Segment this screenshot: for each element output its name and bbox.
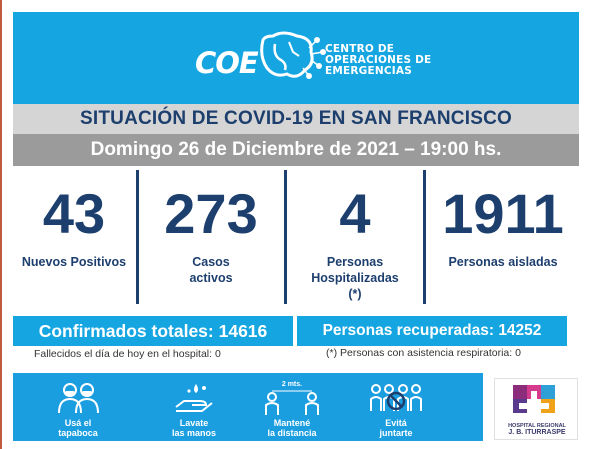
date-bar: Domingo 26 de Diciembre de 2021 – 19:00 … [13,134,579,166]
hospital-cross-icon [513,385,555,419]
page-title: SITUACIÓN DE COVID-19 EN SAN FRANCISCO [80,108,512,129]
brand-long-line-2: OPERACIONES DE [325,54,432,66]
brand-long: CENTRO DE OPERACIONES DE EMERGENCIAS [325,44,431,77]
tip-line: las manos [171,428,217,438]
report-date: Domingo 26 de Diciembre de 2021 – 19:00 … [90,139,502,160]
stat-label: Personas aisladas [427,254,579,270]
distance-icon [265,390,319,415]
stat-value: 1911 [442,182,564,245]
stat-label-line: (*) [348,287,362,301]
confirmed-total: Confirmados totales: 14616 [38,320,268,341]
tip-line: la distancia [267,428,317,438]
hospital-name: HOSPITAL REGIONAL J. B. ITURRASPE [495,423,579,437]
deaths-note: Fallecidos el día de hoy en el hospital:… [34,348,221,360]
stat-value: 273 [164,182,258,245]
respiratory-note: (*) Personas con asistencia respiratoria… [326,347,521,359]
stat-label: Casos activos [141,254,281,286]
stats-panel: 43 Nuevos Positivos 273 Casos activos 4 … [13,170,579,312]
tip-line: Mantené [273,418,311,428]
stat-isolated: 1911 Personas aisladas [427,170,579,312]
brand-short: COE [195,46,259,80]
tip-text: Usá el tapaboca [33,418,123,438]
divider [136,170,139,304]
tip-handwash: Lavate las manos [149,381,239,438]
recovered-total-badge: Personas recuperadas: 14252 [297,316,567,346]
hospital-name-line: HOSPITAL REGIONAL [508,423,566,429]
tip-line: juntarte [379,428,413,438]
tip-text: Lavate las manos [149,418,239,438]
tip-line: Usá el [64,418,92,428]
stat-label-line: Nuevos Positivos [21,255,127,269]
hand-wash-icon [175,384,213,412]
stat-label-line: Personas [326,255,384,269]
hospital-name-line: J. B. ITURRASPE [508,429,566,436]
stat-hospitalized: 4 Personas Hospitalizadas (*) [289,170,421,312]
stat-new-positives: 43 Nuevos Positivos [13,170,135,312]
tip-line: tapaboca [58,428,98,438]
tip-mask: Usá el tapaboca [33,381,123,438]
brand-long-line-1: CENTRO DE [325,43,395,55]
stat-label-line: Personas aisladas [448,255,558,269]
recovered-total: Personas recuperadas: 14252 [322,322,542,339]
stat-label-line: Casos [192,255,230,269]
divider [284,170,287,304]
left-edge-rule [0,0,2,449]
stat-active-cases: 273 Casos activos [141,170,281,312]
title-bar: SITUACIÓN DE COVID-19 EN SAN FRANCISCO [13,104,579,134]
confirmed-total-badge: Confirmados totales: 14616 [13,316,293,346]
coe-logo-icon [260,31,326,79]
hospital-logo: HOSPITAL REGIONAL J. B. ITURRASPE [494,378,578,440]
stat-label-line: activos [189,271,233,285]
tip-distance: 2 mts. Mantené la distancia [247,381,337,438]
stat-label: Personas Hospitalizadas (*) [289,254,421,302]
divider [423,170,426,304]
tip-no-gathering: Evitá juntarte [351,381,441,438]
no-gathering-icon [370,384,422,411]
stat-value: 4 [339,182,371,245]
tip-line: Lavate [179,418,209,428]
stat-label: Nuevos Positivos [13,254,135,270]
tip-text: Evitá juntarte [351,418,441,438]
brand-long-line-3: EMERGENCIAS [325,65,412,77]
tip-text: Mantené la distancia [247,418,337,438]
stat-label-line: Hospitalizadas [311,271,399,285]
tip-line: Evitá [385,418,407,428]
distance-label: 2 mts. [281,381,303,388]
prevention-tips-banner: Usá el tapaboca Lavate las manos 2 mts. … [13,373,483,441]
header-banner: COE CENTRO DE OPERACIONES DE EMERGENCIAS [13,12,579,106]
mask-people-icon [58,383,99,414]
stat-value: 43 [42,182,106,245]
